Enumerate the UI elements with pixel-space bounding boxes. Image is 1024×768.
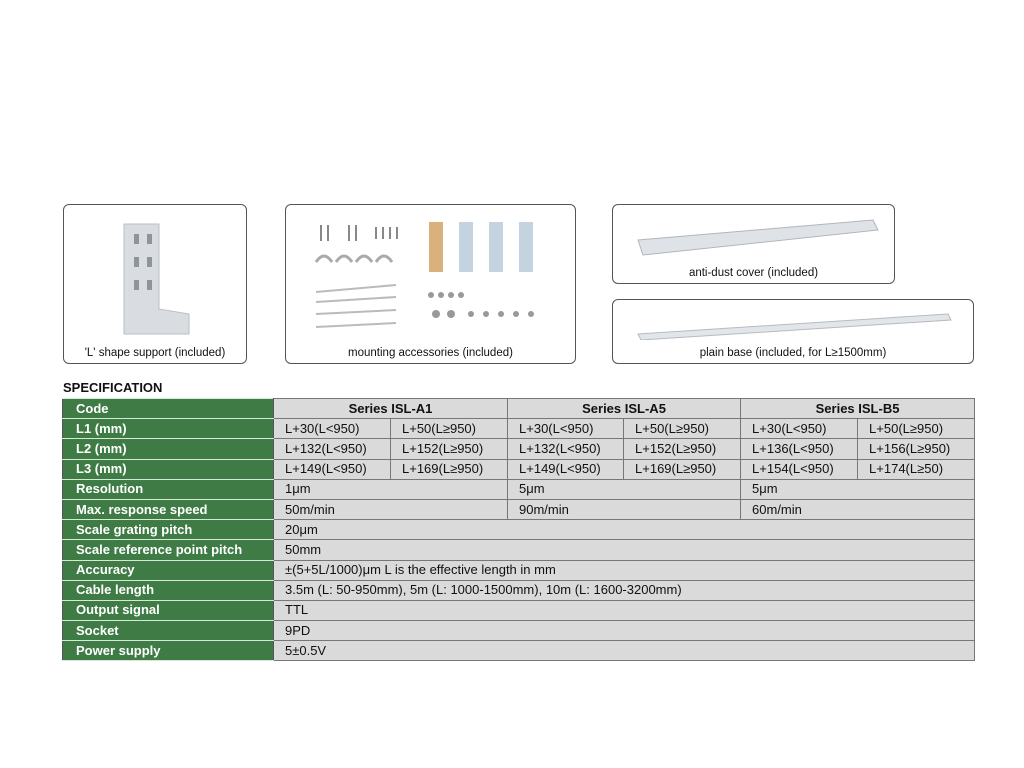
spec-value: L+132(L<950)	[507, 438, 625, 460]
series-header: Series ISL-A5	[507, 397, 742, 420]
spec-value: L+149(L<950)	[507, 458, 625, 480]
spec-value: 5μm	[507, 478, 742, 500]
spec-value: L+30(L<950)	[273, 418, 391, 440]
spec-value: 1μm	[272, 478, 509, 500]
spec-value: 20μm	[272, 519, 976, 541]
row-label: L1 (mm)	[62, 418, 274, 440]
l-shape-support-card: 'L' shape support (included)	[63, 204, 247, 364]
table-row: Max. response speed 50m/min 90m/min 60m/min	[62, 498, 976, 521]
row-label: Code	[62, 397, 274, 420]
table-row: L3 (mm) L+149(L<950) L+169(L≥950) L+149(L<9…	[62, 458, 976, 480]
spec-value: L+132(L<950)	[273, 438, 391, 460]
spec-value: L+156(L≥950)	[857, 438, 976, 460]
table-row: Power supply 5±0.5V	[62, 640, 976, 662]
row-label: L3 (mm)	[62, 458, 274, 480]
series-header: Series ISL-B5	[740, 397, 976, 420]
row-label: Scale reference point pitch	[62, 539, 274, 561]
series-header: Series ISL-A1	[272, 397, 509, 420]
spec-value: 5μm	[740, 478, 976, 500]
spec-value: L+152(L≥950)	[389, 438, 509, 460]
spec-value: L+30(L<950)	[507, 418, 625, 440]
card-caption: 'L' shape support (included)	[84, 347, 226, 359]
spec-value: ±(5+5L/1000)μm L is the effective length…	[272, 559, 976, 581]
spec-value: L+136(L<950)	[740, 438, 859, 460]
spec-value: TTL	[272, 599, 976, 622]
mounting-accessories-card: mounting accessories (included)	[285, 204, 576, 364]
spec-value: 3.5m (L: 50-950mm), 5m (L: 1000-1500mm),…	[272, 579, 976, 601]
mounting-accessories-image	[314, 222, 534, 328]
spec-value: L+30(L<950)	[740, 418, 859, 440]
spec-value: L+174(L≥50)	[857, 458, 976, 480]
spec-value: L+50(L≥950)	[389, 418, 509, 440]
table-row: Output signal TTL	[62, 599, 976, 622]
row-label: Resolution	[62, 478, 274, 500]
anti-dust-cover-card: anti-dust cover (included)	[612, 204, 895, 284]
specification-table: Code Series ISL-A1 Series ISL-A5 Series ISL…	[62, 397, 976, 662]
spec-value: L+152(L≥950)	[623, 438, 742, 460]
spec-value: L+169(L≥950)	[623, 458, 742, 480]
table-row: L1 (mm) L+30(L<950) L+50(L≥950) L+30(L<950)…	[62, 418, 976, 440]
row-label: Socket	[62, 620, 274, 642]
spec-value: 5±0.5V	[272, 640, 976, 662]
table-row: Cable length 3.5m (L: 50-950mm), 5m (L: 1…	[62, 579, 976, 601]
spec-value: 60m/min	[740, 498, 976, 521]
specification-heading: SPECIFICATION	[63, 380, 163, 395]
row-label: Cable length	[62, 579, 274, 601]
card-caption: plain base (included, for L≥1500mm)	[699, 347, 887, 359]
row-label: L2 (mm)	[62, 438, 274, 460]
row-label: Power supply	[62, 640, 274, 662]
spec-value: L+169(L≥950)	[389, 458, 509, 480]
row-label: Scale grating pitch	[62, 519, 274, 541]
row-label: Max. response speed	[62, 498, 274, 521]
card-caption: anti-dust cover (included)	[688, 267, 819, 279]
plain-base-image	[637, 313, 952, 340]
table-row: Accuracy ±(5+5L/1000)μm L is the effectiv…	[62, 559, 976, 581]
plain-base-card: plain base (included, for L≥1500mm)	[612, 299, 974, 364]
l-shape-support-image	[123, 223, 190, 335]
table-row: Socket 9PD	[62, 620, 976, 642]
row-label: Accuracy	[62, 559, 274, 581]
table-row: Code Series ISL-A1 Series ISL-A5 Series ISL…	[62, 397, 976, 420]
spec-value: 50m/min	[272, 498, 509, 521]
row-label: Output signal	[62, 599, 274, 622]
table-row: Scale reference point pitch 50mm	[62, 539, 976, 561]
table-row: Scale grating pitch 20μm	[62, 519, 976, 541]
spec-value: 50mm	[272, 539, 976, 561]
card-caption: mounting accessories (included)	[348, 347, 513, 359]
spec-value: L+149(L<950)	[273, 458, 391, 480]
anti-dust-cover-image	[637, 219, 879, 256]
spec-value: L+154(L<950)	[740, 458, 859, 480]
table-row: Resolution 1μm 5μm 5μm	[62, 478, 976, 500]
table-row: L2 (mm) L+132(L<950) L+152(L≥950) L+132(L<9…	[62, 438, 976, 460]
spec-value: L+50(L≥950)	[623, 418, 742, 440]
spec-value: 90m/min	[507, 498, 742, 521]
spec-value: 9PD	[272, 620, 976, 642]
spec-value: L+50(L≥950)	[857, 418, 976, 440]
